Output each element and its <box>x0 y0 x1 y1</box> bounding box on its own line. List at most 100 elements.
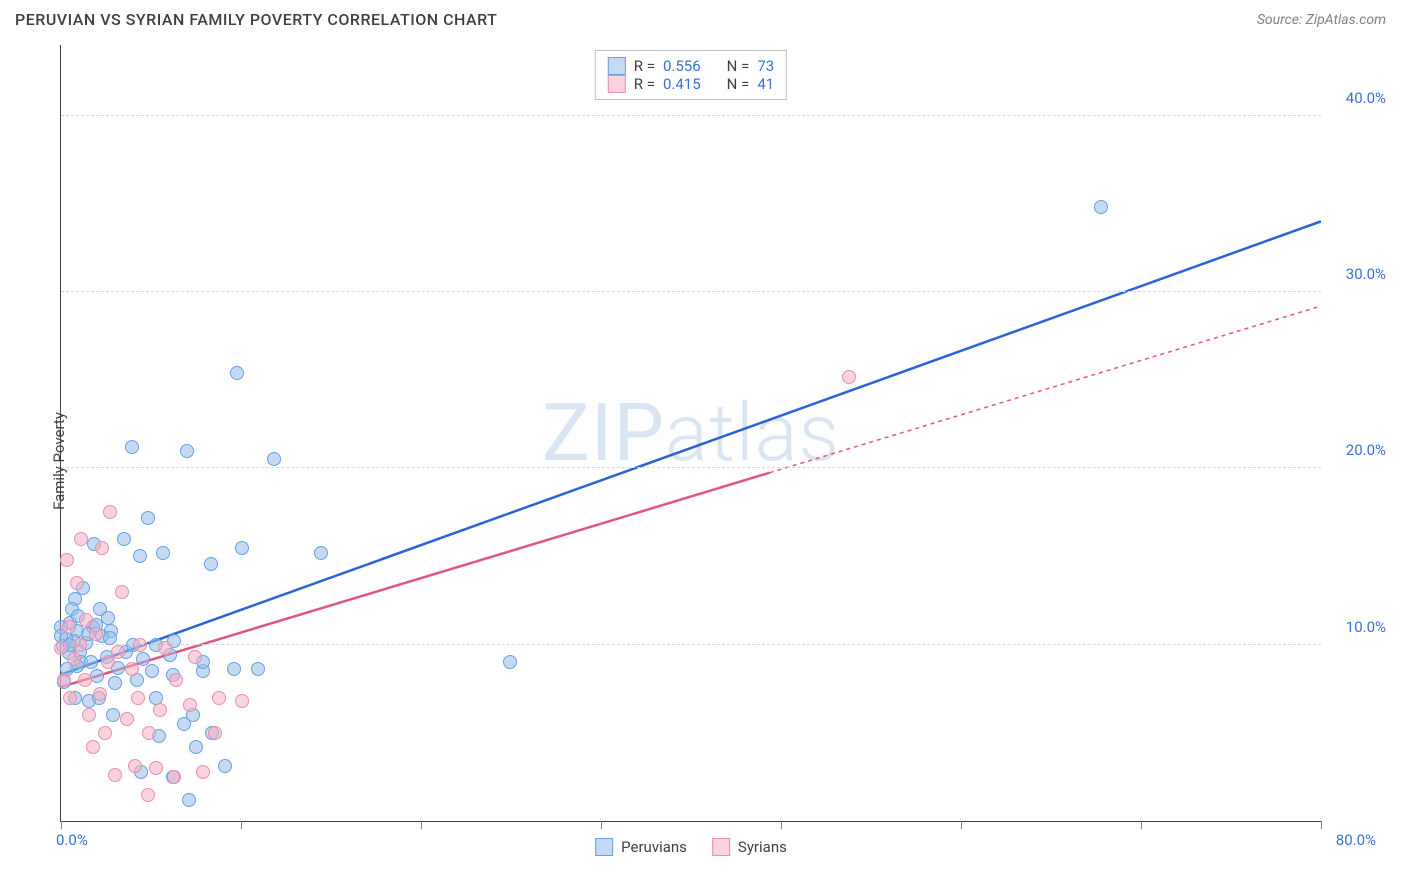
source-label: Source: <box>1257 12 1302 28</box>
data-point <box>251 662 265 676</box>
gridline <box>61 115 1321 116</box>
legend-swatch-icon <box>712 838 730 856</box>
legend-item-syrians: Syrians <box>712 838 787 856</box>
data-point <box>84 655 98 669</box>
legend-label: Syrians <box>738 838 787 856</box>
legend-swatch-peruvians <box>608 57 626 75</box>
data-point <box>90 669 104 683</box>
data-point <box>86 740 100 754</box>
data-point <box>180 444 194 458</box>
data-point <box>63 691 77 705</box>
data-point <box>125 440 139 454</box>
data-point <box>57 673 71 687</box>
data-point <box>149 761 163 775</box>
data-point <box>131 691 145 705</box>
gridline <box>61 644 1321 645</box>
x-axis-max-label: 80.0% <box>1336 831 1376 849</box>
data-point <box>212 691 226 705</box>
data-point <box>93 687 107 701</box>
data-point <box>235 694 249 708</box>
data-point <box>156 546 170 560</box>
data-point <box>128 759 142 773</box>
watermark: ZIPatlas <box>542 386 840 480</box>
data-point <box>183 698 197 712</box>
data-point <box>208 726 222 740</box>
data-point <box>167 770 181 784</box>
data-point <box>70 576 84 590</box>
x-tick <box>241 821 242 829</box>
r-label: R = <box>634 75 655 93</box>
gridline <box>61 467 1321 468</box>
data-point <box>133 549 147 563</box>
x-axis-min-label: 0.0% <box>56 831 88 849</box>
data-point <box>106 708 120 722</box>
trend-lines <box>61 45 1321 821</box>
legend-item-peruvians: Peruvians <box>595 838 687 856</box>
data-point <box>62 620 76 634</box>
data-point <box>204 557 218 571</box>
r-label: R = <box>634 57 655 75</box>
data-point <box>98 726 112 740</box>
data-point <box>842 370 856 384</box>
legend-swatch-syrians <box>608 75 626 93</box>
data-point <box>78 673 92 687</box>
r-value-syrians: 0.415 <box>663 75 701 93</box>
gridline <box>61 291 1321 292</box>
data-point <box>82 708 96 722</box>
data-point <box>108 768 122 782</box>
y-tick-label: 20.0% <box>1346 441 1386 459</box>
data-point <box>111 645 125 659</box>
data-point <box>235 541 249 555</box>
data-point <box>196 765 210 779</box>
x-tick <box>961 821 962 829</box>
data-point <box>120 712 134 726</box>
data-point <box>103 631 117 645</box>
data-point <box>115 585 129 599</box>
n-value-peruvians: 73 <box>757 57 774 75</box>
n-label: N = <box>727 75 750 93</box>
data-point <box>89 627 103 641</box>
data-point <box>125 662 139 676</box>
source-name: ZipAtlas.com <box>1306 12 1386 28</box>
data-point <box>141 511 155 525</box>
data-point <box>314 546 328 560</box>
data-point <box>67 652 81 666</box>
data-point <box>74 532 88 546</box>
data-point <box>218 759 232 773</box>
data-point <box>136 652 150 666</box>
data-point <box>108 676 122 690</box>
data-point <box>141 788 155 802</box>
data-point <box>73 638 87 652</box>
y-tick-label: 30.0% <box>1346 265 1386 283</box>
legend-label: Peruvians <box>621 838 687 856</box>
legend-row-syrians: R = 0.415 N = 41 <box>608 75 774 93</box>
legend-row-peruvians: R = 0.556 N = 73 <box>608 57 774 75</box>
data-point <box>153 703 167 717</box>
x-tick <box>61 821 62 829</box>
data-point <box>1094 200 1108 214</box>
x-tick <box>1321 821 1322 829</box>
x-tick <box>601 821 602 829</box>
data-point <box>133 638 147 652</box>
y-tick-label: 40.0% <box>1346 89 1386 107</box>
data-point <box>230 366 244 380</box>
n-label: N = <box>727 57 750 75</box>
data-point <box>158 641 172 655</box>
plot-area: ZIPatlas R = 0.556 N = 73 R = 0.415 N = … <box>60 45 1321 822</box>
data-point <box>182 793 196 807</box>
data-point <box>145 664 159 678</box>
chart-title: PERUVIAN VS SYRIAN FAMILY POVERTY CORREL… <box>15 10 497 29</box>
data-point <box>60 553 74 567</box>
chart-container: Family Poverty ZIPatlas R = 0.556 N = 73… <box>15 45 1391 877</box>
data-point <box>142 726 156 740</box>
x-tick <box>1141 821 1142 829</box>
x-tick <box>781 821 782 829</box>
data-point <box>503 655 517 669</box>
legend-swatch-icon <box>595 838 613 856</box>
data-point <box>54 641 68 655</box>
data-point <box>169 673 183 687</box>
data-point <box>117 532 131 546</box>
n-value-syrians: 41 <box>757 75 774 93</box>
r-value-peruvians: 0.556 <box>663 57 701 75</box>
series-legend: Peruvians Syrians <box>595 838 787 856</box>
